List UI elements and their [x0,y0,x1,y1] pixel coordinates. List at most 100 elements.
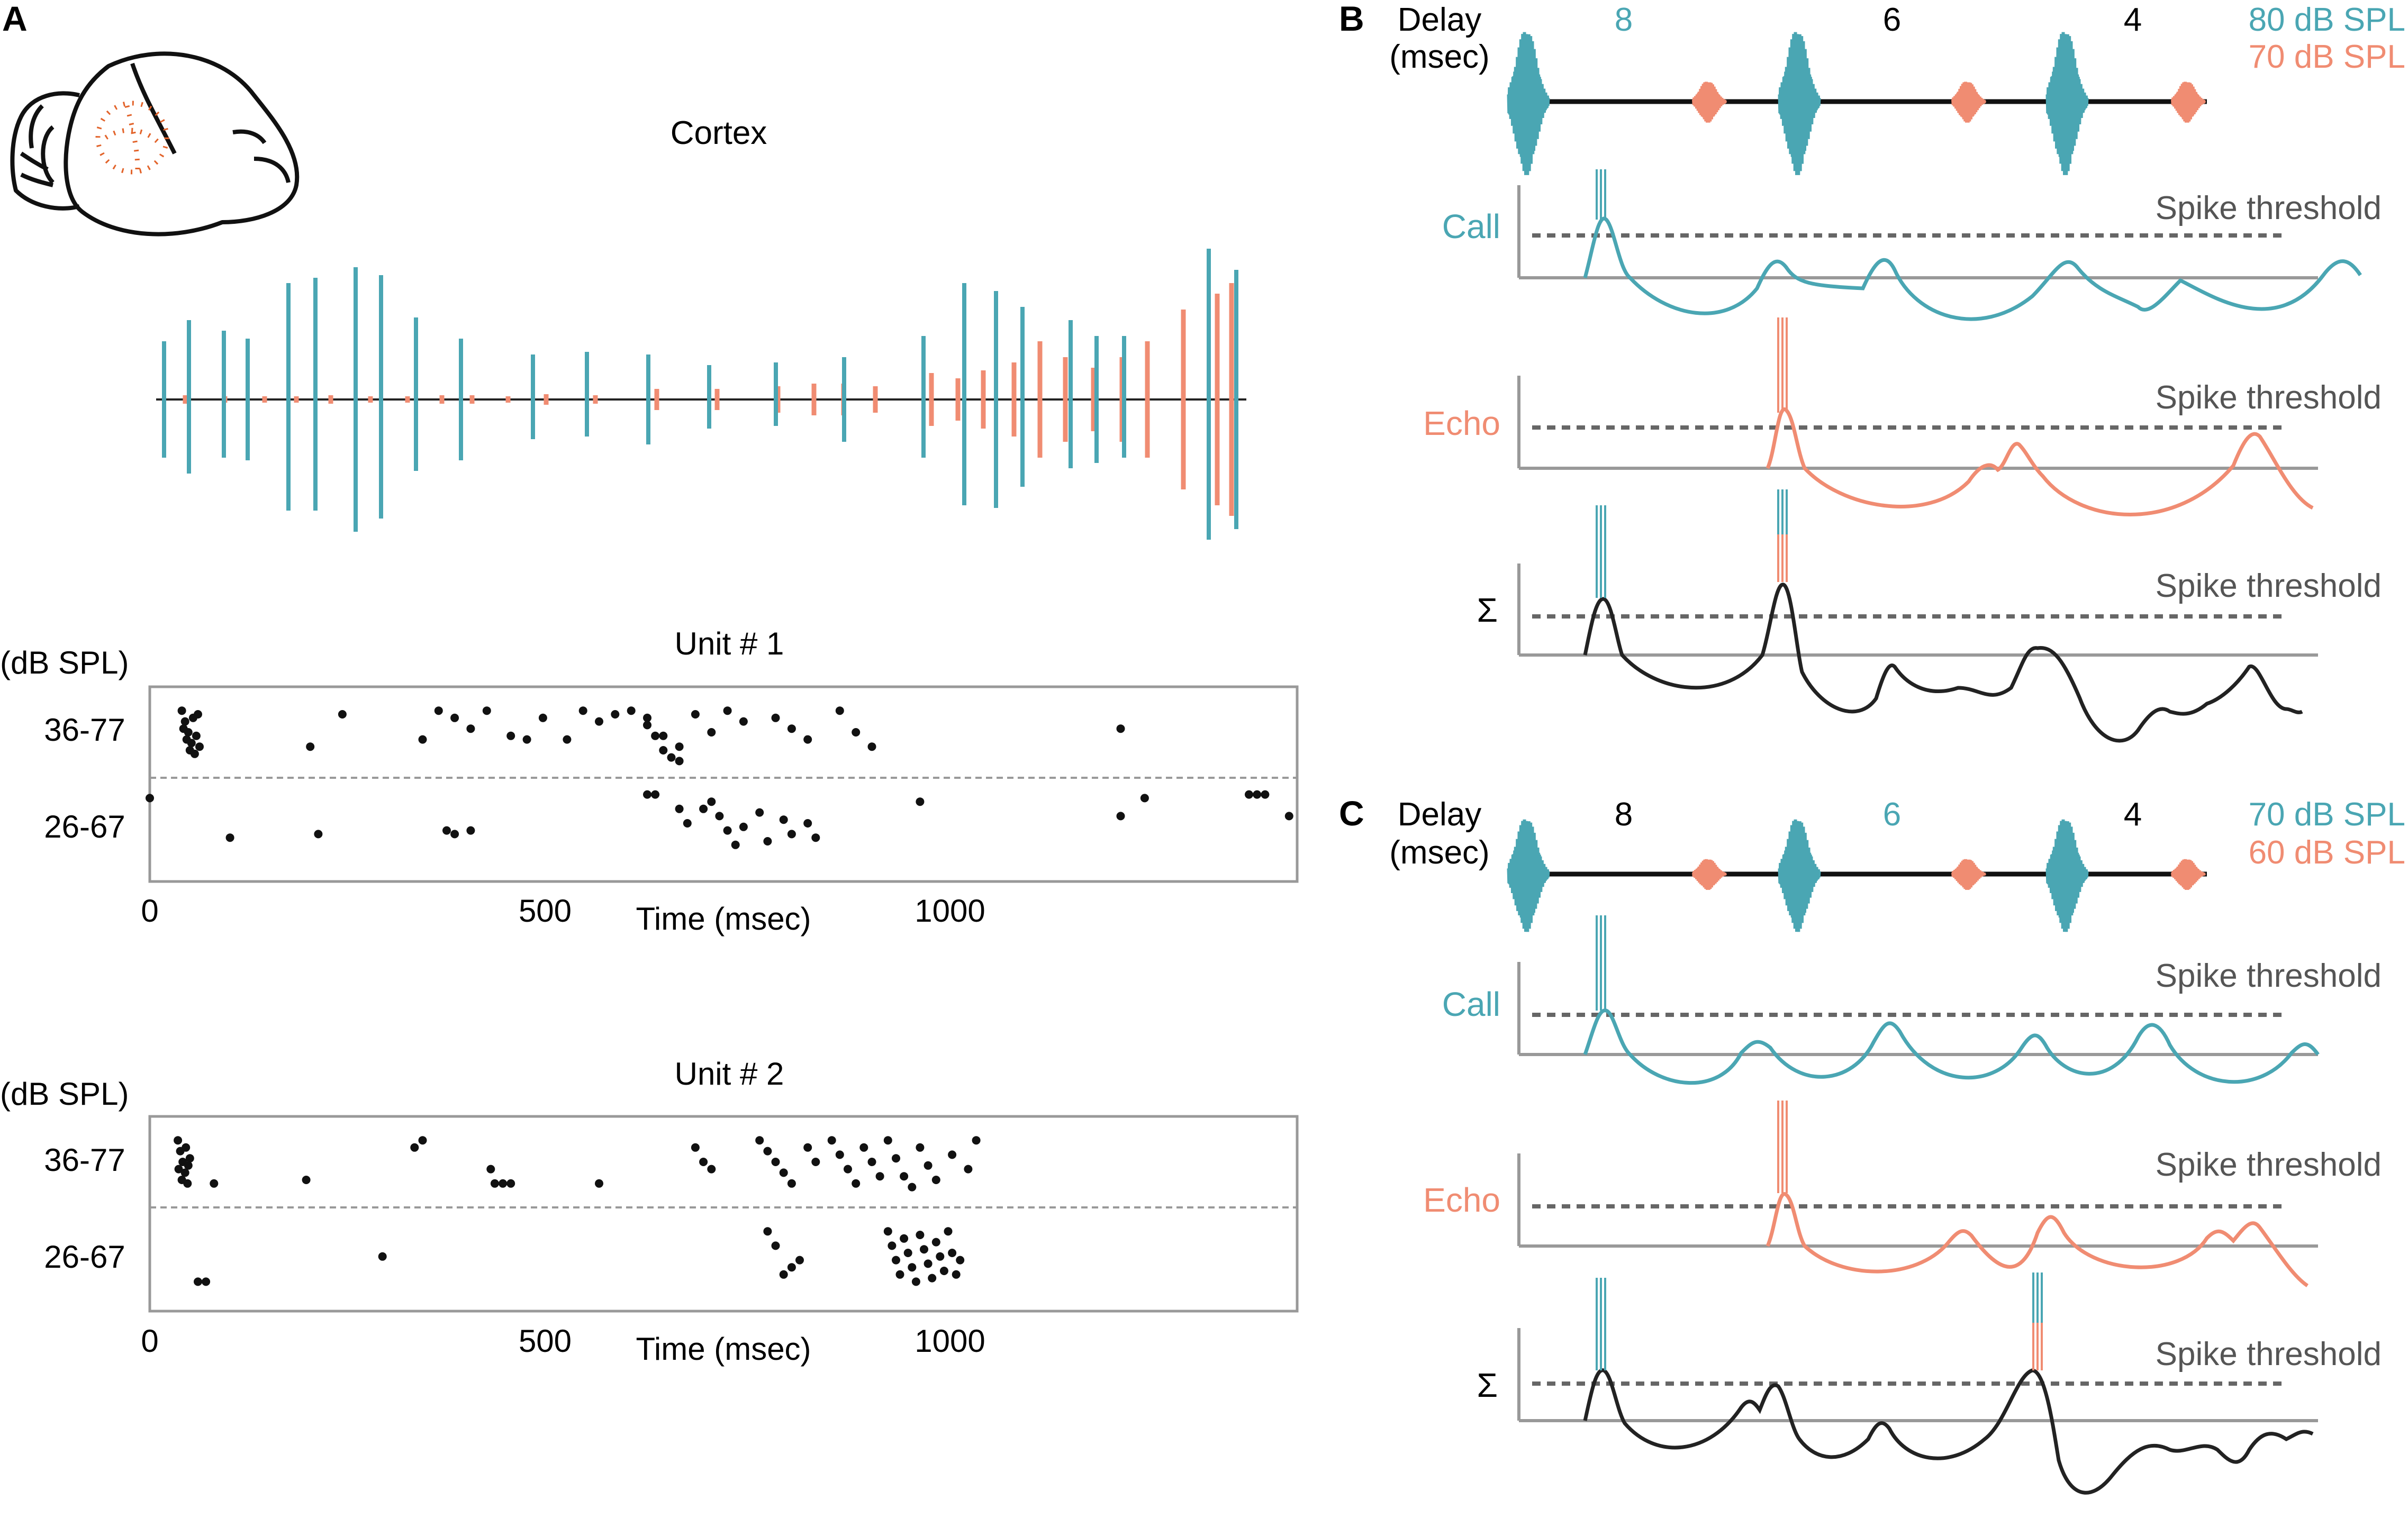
spike-dot [931,1238,940,1247]
panel-b-delay-unit: (msec) [1389,39,1489,75]
spike-dot [731,840,740,849]
spike-dot [202,1277,211,1286]
spike-dot [875,1172,884,1181]
spike-dot [675,757,684,766]
unit-2-row-label-1: 36-77 [44,1142,125,1178]
spike-dot [675,804,684,813]
spike-dot [691,710,700,719]
panel-c-delay-label: Delay [1398,796,1482,833]
spike-dot [771,1241,780,1250]
spike-dot [771,713,780,722]
spike-dot [627,706,636,715]
spike-dot [499,1179,508,1188]
spike-dot [506,1179,515,1188]
spike-dot [651,790,660,799]
spike-dot [916,1143,925,1152]
sum-echo-spikes-call-part [2032,1272,2043,1323]
panel-c-echo-label: Echo [1423,1181,1500,1219]
spike-dot [852,728,861,737]
spike-dot [835,706,844,715]
spike-dot [844,1165,852,1174]
spike-dot [651,731,660,740]
unit-2-xtick-500: 500 [519,1323,572,1359]
panel-b-call-label: Call [1442,207,1500,246]
panel-c-delay-2: 6 [1883,796,1901,833]
panel-c-delay-unit: (msec) [1389,834,1489,871]
spike-dot [859,1143,868,1152]
unit-1-xtick-500: 500 [519,893,572,929]
spike-dot [892,1154,900,1163]
spike-dot [180,1168,189,1177]
panel-b-label: B [1339,0,1364,38]
spike-dot [1261,790,1270,799]
spike-dot [522,735,531,744]
spike-dot [1140,794,1149,803]
call-burst-2 [1778,32,1821,175]
unit-1-raster: Unit # 1 (dB SPL) 36-77 26-67 0 500 1000… [0,626,1299,937]
panel-b-call-threshold-label: Spike threshold [2156,190,2382,226]
panel-c-sum-trace [1517,1272,2318,1495]
panel-c-sum-threshold-label: Spike threshold [2156,1336,2382,1372]
echo-spikes [1777,1101,1788,1193]
sum-membrane-potential [1583,1368,2314,1495]
spike-dot [466,724,475,733]
unit-2-xlabel: Time (msec) [636,1331,811,1367]
panel-c-call-label: Call [1442,985,1500,1023]
spike-dot [883,1227,892,1236]
spike-dot [1284,812,1293,821]
spike-dot [952,1270,961,1279]
panel-b-echo-label: Echo [1423,404,1500,442]
spike-dot [723,706,732,715]
spike-dot [466,826,475,835]
unit-2-xtick-0: 0 [141,1323,158,1359]
spike-dot [895,1270,904,1279]
unit-1-xlabel: Time (msec) [636,901,811,937]
panel-c-echo-trace [1517,1101,2318,1287]
spike-dot [795,1256,804,1265]
spike-dot [707,728,716,737]
spike-dot [911,1277,920,1286]
spike-dot [924,1161,933,1170]
panel-c-label: C [1339,794,1364,833]
panel-c-echo-threshold-label: Spike threshold [2156,1147,2382,1183]
spike-dot [675,742,684,751]
spike-dot [867,1158,876,1166]
spike-dot [225,833,234,842]
call-burst-1 [1507,32,1550,175]
spike-dot [410,1143,419,1152]
panel-c-call-level: 70 dB SPL [2249,796,2405,833]
spike-dot [964,1165,973,1174]
panel-c: C Delay (msec) 8 6 4 70 dB SPL 60 dB SPL… [1339,794,2405,1495]
spike-dot [194,710,202,719]
spike-dot [939,1267,948,1275]
panel-a-label: A [2,0,28,38]
spike-dot [578,706,587,715]
spike-dot [892,1256,900,1265]
spike-dot [972,1136,981,1145]
spike-dot [683,819,692,828]
unit-1-frame [148,685,1299,883]
spike-dot [948,1249,957,1257]
spike-dot [936,1252,945,1261]
panel-c-call-threshold-label: Spike threshold [2156,958,2382,994]
unit-1-row-label-1: 36-77 [44,712,125,748]
spike-dot [755,1136,764,1145]
spike-dot [827,1136,836,1145]
panel-c-echo-level: 60 dB SPL [2249,834,2405,871]
spike-dot [659,746,668,755]
unit-2-title: Unit # 2 [675,1056,784,1092]
spike-dot [787,724,796,733]
spike-dot [763,1147,772,1156]
spike-dot [1116,724,1125,733]
spike-dot [659,731,668,740]
spike-dot [699,1158,708,1166]
panel-b-call-level: 80 dB SPL [2249,2,2405,38]
call-burst-3 [2045,32,2089,175]
spike-dot [699,804,708,813]
spike-dot [192,731,201,740]
spike-dot [1253,790,1262,799]
sum-call-spikes [1596,505,1606,598]
spike-dot [956,1256,965,1265]
spike-dot [338,710,347,719]
spike-dot [779,815,788,824]
